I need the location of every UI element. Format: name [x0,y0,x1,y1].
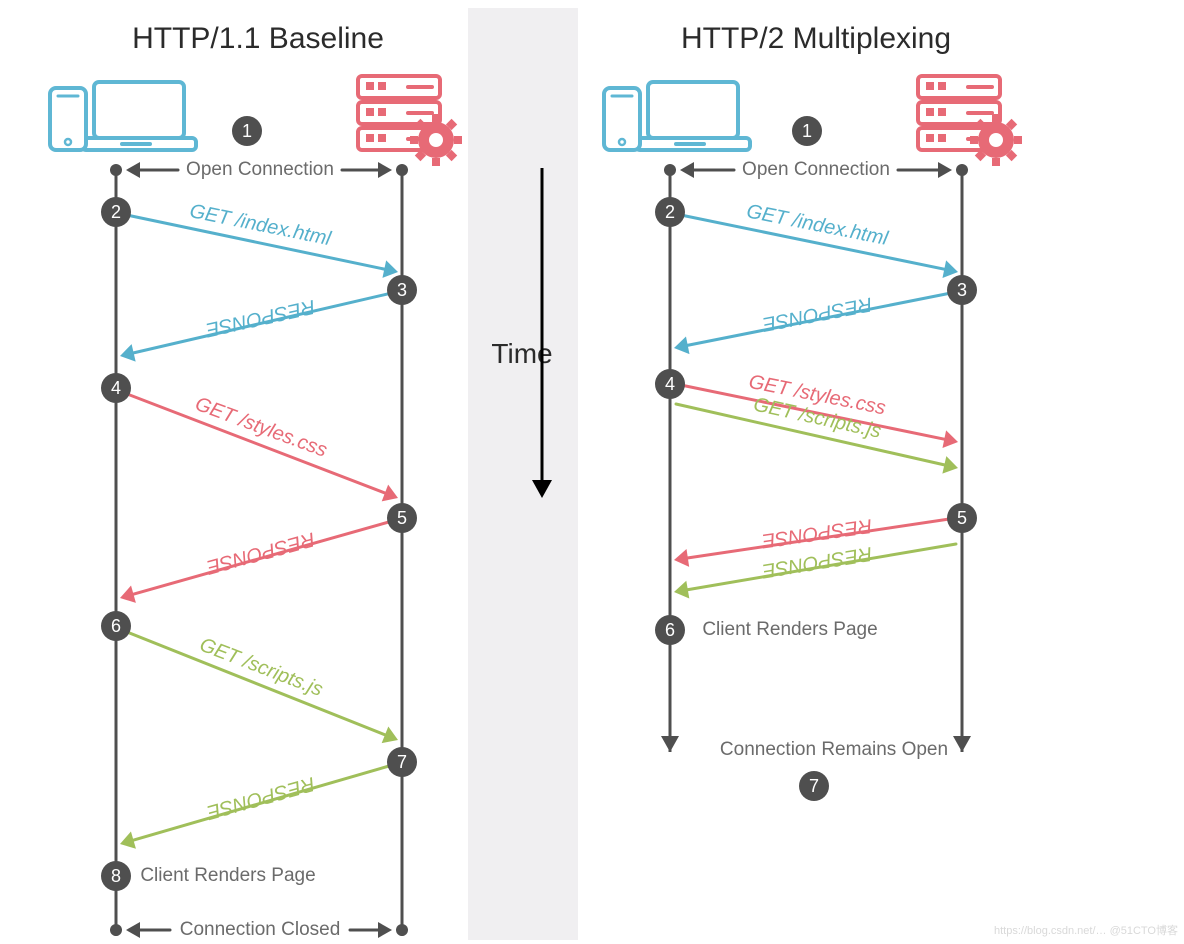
step-r3: 3 [947,275,977,305]
message-label-l_resp_scripts: RESPONSE [204,772,318,823]
step-r4: 4 [655,369,685,399]
step-l5: 5 [387,503,417,533]
client-devices-icon [604,82,750,150]
step-l6: 6 [101,611,131,641]
message-label-r_resp_index: RESPONSE [760,293,874,336]
diagram-svg: GET /index.htmlRESPONSEGET /styles.cssRE… [0,0,1184,944]
step-r2: 2 [655,197,685,227]
server-stack-icon [358,76,462,166]
step-r1: 1 [792,116,822,146]
watermark-text: https://blog.csdn.net/… @51CTO博客 [994,922,1178,938]
step-l1: 1 [232,116,262,146]
message-label-l_resp_index: RESPONSE [203,295,317,341]
step-r7: 7 [799,771,829,801]
server-stack-icon [918,76,1022,166]
step-l3: 3 [387,275,417,305]
step-l2: 2 [101,197,131,227]
step-r6: 6 [655,615,685,645]
client-devices-icon [50,82,196,150]
step-l8: 8 [101,861,131,891]
diagram-root: { "canvas": { "width": 1184, "height": 9… [0,0,1184,944]
message-label-l_resp_styles: RESPONSE [203,528,317,579]
step-l7: 7 [387,747,417,777]
step-l4: 4 [101,373,131,403]
step-r5: 5 [947,503,977,533]
